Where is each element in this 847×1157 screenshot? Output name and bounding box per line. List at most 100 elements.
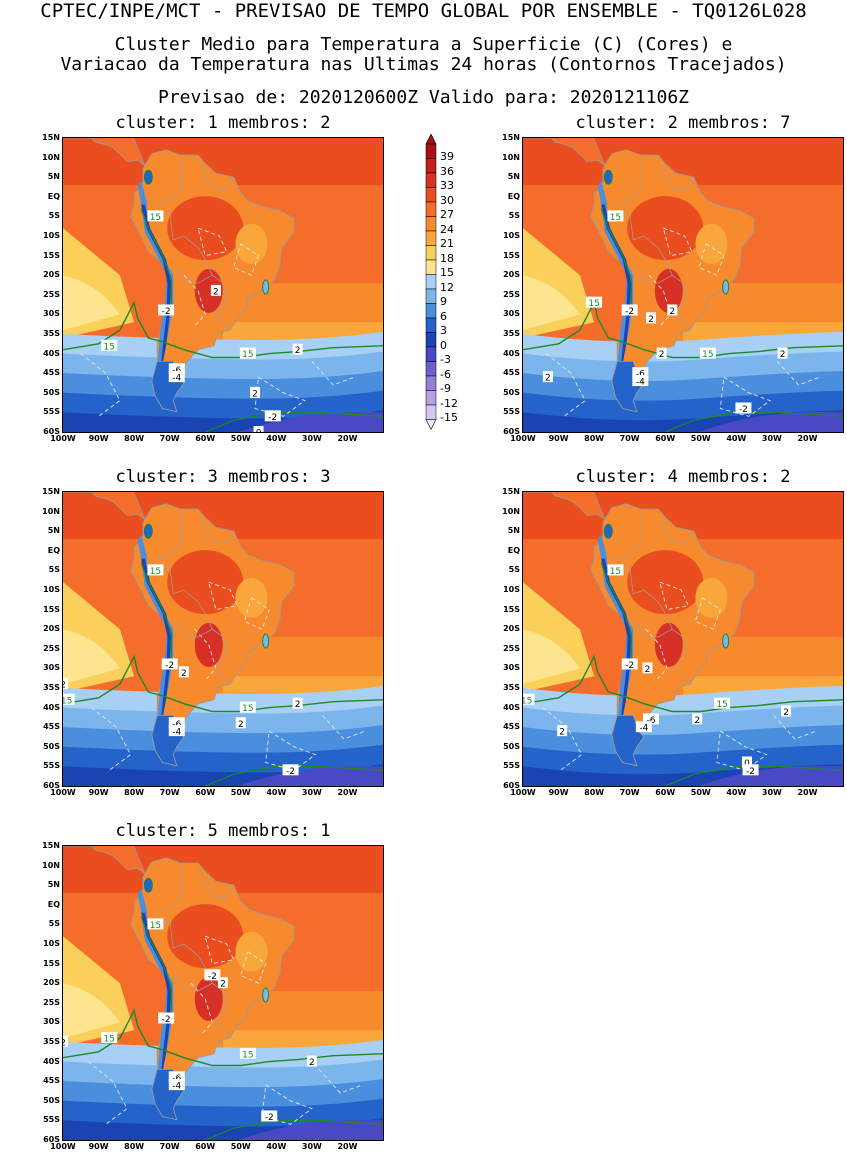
- contour-label-box: [168, 717, 185, 729]
- latitude-label: 10S: [43, 939, 60, 948]
- latitude-label: 15N: [502, 487, 520, 496]
- contour-label-box: [586, 296, 603, 308]
- contour-label-box: [158, 304, 175, 316]
- colorbar-level-label: 18: [440, 251, 454, 265]
- coldest-field: [239, 1119, 383, 1140]
- colorbar-max-arrow: [425, 133, 437, 145]
- map-frame: 15 15 15 2 2 -2 2 -6 -4 2 2 -2: [522, 137, 844, 433]
- latitude-label: 5N: [507, 172, 520, 182]
- latitude-label: 30S: [503, 663, 520, 673]
- colorbar-level-label: 36: [440, 164, 454, 178]
- chaco-hot-zone: [194, 268, 223, 313]
- colorbar-graphic: [425, 133, 437, 431]
- colorbar-swatch: [425, 216, 437, 232]
- latitude-label: 35S: [503, 329, 520, 338]
- brazil-highland-mild: [695, 577, 728, 618]
- latitude-label: 40S: [503, 348, 520, 358]
- contour-label: 15: [588, 299, 599, 309]
- latitude-label: 20S: [43, 270, 60, 280]
- temperature-change-contour-3: [80, 353, 121, 417]
- longitude-label: 90W: [548, 788, 569, 797]
- serra-cold-spot: [262, 633, 270, 649]
- colorbar-level-label: 0: [440, 338, 447, 352]
- contour-label: -4: [172, 1082, 181, 1092]
- contour-label-box: [667, 304, 678, 316]
- contour-label: 15: [150, 213, 161, 223]
- temperature-change-contour-6: [773, 715, 817, 740]
- country-border-4: [661, 165, 694, 190]
- contour-label-box: [742, 764, 759, 776]
- contour-label: -2: [165, 661, 174, 671]
- contour-label: 15: [702, 350, 713, 360]
- main-title: CPTEC/INPE/MCT - PREVISAO DE TEMPO GLOBA…: [40, 0, 807, 22]
- longitude-label: 20W: [337, 434, 358, 443]
- longitude-label: 20W: [337, 788, 358, 797]
- latitude-label: 20S: [43, 978, 60, 988]
- temperature-change-contour-5: [208, 581, 238, 611]
- contour-label-box: [250, 386, 260, 398]
- contour-label: 0: [256, 429, 262, 433]
- contour-label-box: [523, 693, 535, 705]
- contour-label: 2: [295, 700, 301, 710]
- latitude-label: 25S: [43, 643, 60, 653]
- contour-label: 2: [252, 389, 258, 399]
- country-border-4: [201, 873, 234, 898]
- latitude-label: 40S: [43, 702, 60, 712]
- contour-label-box: [735, 402, 752, 414]
- contour-label: 2: [780, 350, 786, 360]
- contour-label: 2: [63, 681, 66, 691]
- brazil-highland-mild: [235, 931, 268, 972]
- contour-label: 2: [220, 980, 226, 990]
- latitude-label: 10N: [42, 152, 60, 162]
- contour-label: -2: [625, 661, 634, 671]
- contour-15c-andes: [600, 562, 633, 661]
- contour-label: -2: [739, 405, 748, 415]
- contour-label-box: [607, 564, 624, 576]
- contour-label-box: [646, 312, 656, 324]
- latitude-label: 50S: [503, 741, 520, 751]
- pacific-cooler-tongue: [63, 629, 120, 685]
- central-america-land: [63, 846, 146, 875]
- country-border-4: [661, 519, 694, 544]
- colorbar-swatch: [425, 361, 437, 377]
- latitude-label: 15S: [43, 604, 60, 614]
- colorbar-swatch: [425, 259, 437, 275]
- latitude-label: 5S: [48, 565, 60, 575]
- temperature-change-contour-2: [698, 243, 725, 276]
- colorbar-swatch: [425, 404, 437, 420]
- longitude-label: 100W: [50, 1142, 76, 1151]
- latitude-label: 25S: [503, 289, 520, 299]
- latitude-label: EQ: [47, 899, 60, 909]
- latitude-label: 45S: [43, 368, 60, 378]
- latitude-label: 15S: [43, 958, 60, 968]
- latitude-label: 15S: [503, 604, 520, 614]
- longitude-label: 40W: [266, 1142, 287, 1151]
- contour-label-box: [264, 410, 281, 422]
- country-border-2: [619, 566, 673, 630]
- brazil-highland-mild: [235, 223, 268, 264]
- longitude-label: 100W: [510, 434, 536, 443]
- temperature-change-contour-2: [694, 597, 721, 630]
- contour-label-box: [781, 705, 792, 717]
- chaco-hot-zone: [654, 268, 683, 313]
- map-panel-cluster-4: cluster: 4 membros: 2 151515-22-6-42220-…: [462, 467, 847, 797]
- serra-cold-spot: [722, 633, 730, 649]
- latitude-label: 15N: [502, 133, 520, 142]
- latitude-label: 5N: [507, 526, 520, 536]
- latitude-label: 60S: [43, 1135, 60, 1144]
- contour-label-box: [777, 347, 788, 359]
- latitude-label: EQ: [47, 545, 60, 555]
- country-border-3: [615, 157, 641, 205]
- temperature-map: 15 15 15 2 -2 2 2 -6-4 2 -2: [63, 492, 383, 786]
- contour-label-box: [642, 662, 653, 674]
- colorbar-level-label: 3: [440, 324, 447, 337]
- contour-15c-andes: [140, 562, 173, 661]
- contour-label-box: [557, 725, 568, 737]
- pacific-cooler-tongue: [523, 629, 580, 685]
- temperature-change-contour-6: [322, 715, 366, 740]
- latitude-label: 15S: [43, 250, 60, 260]
- contour-label-box: [210, 284, 221, 296]
- contour-label-box: [101, 339, 118, 351]
